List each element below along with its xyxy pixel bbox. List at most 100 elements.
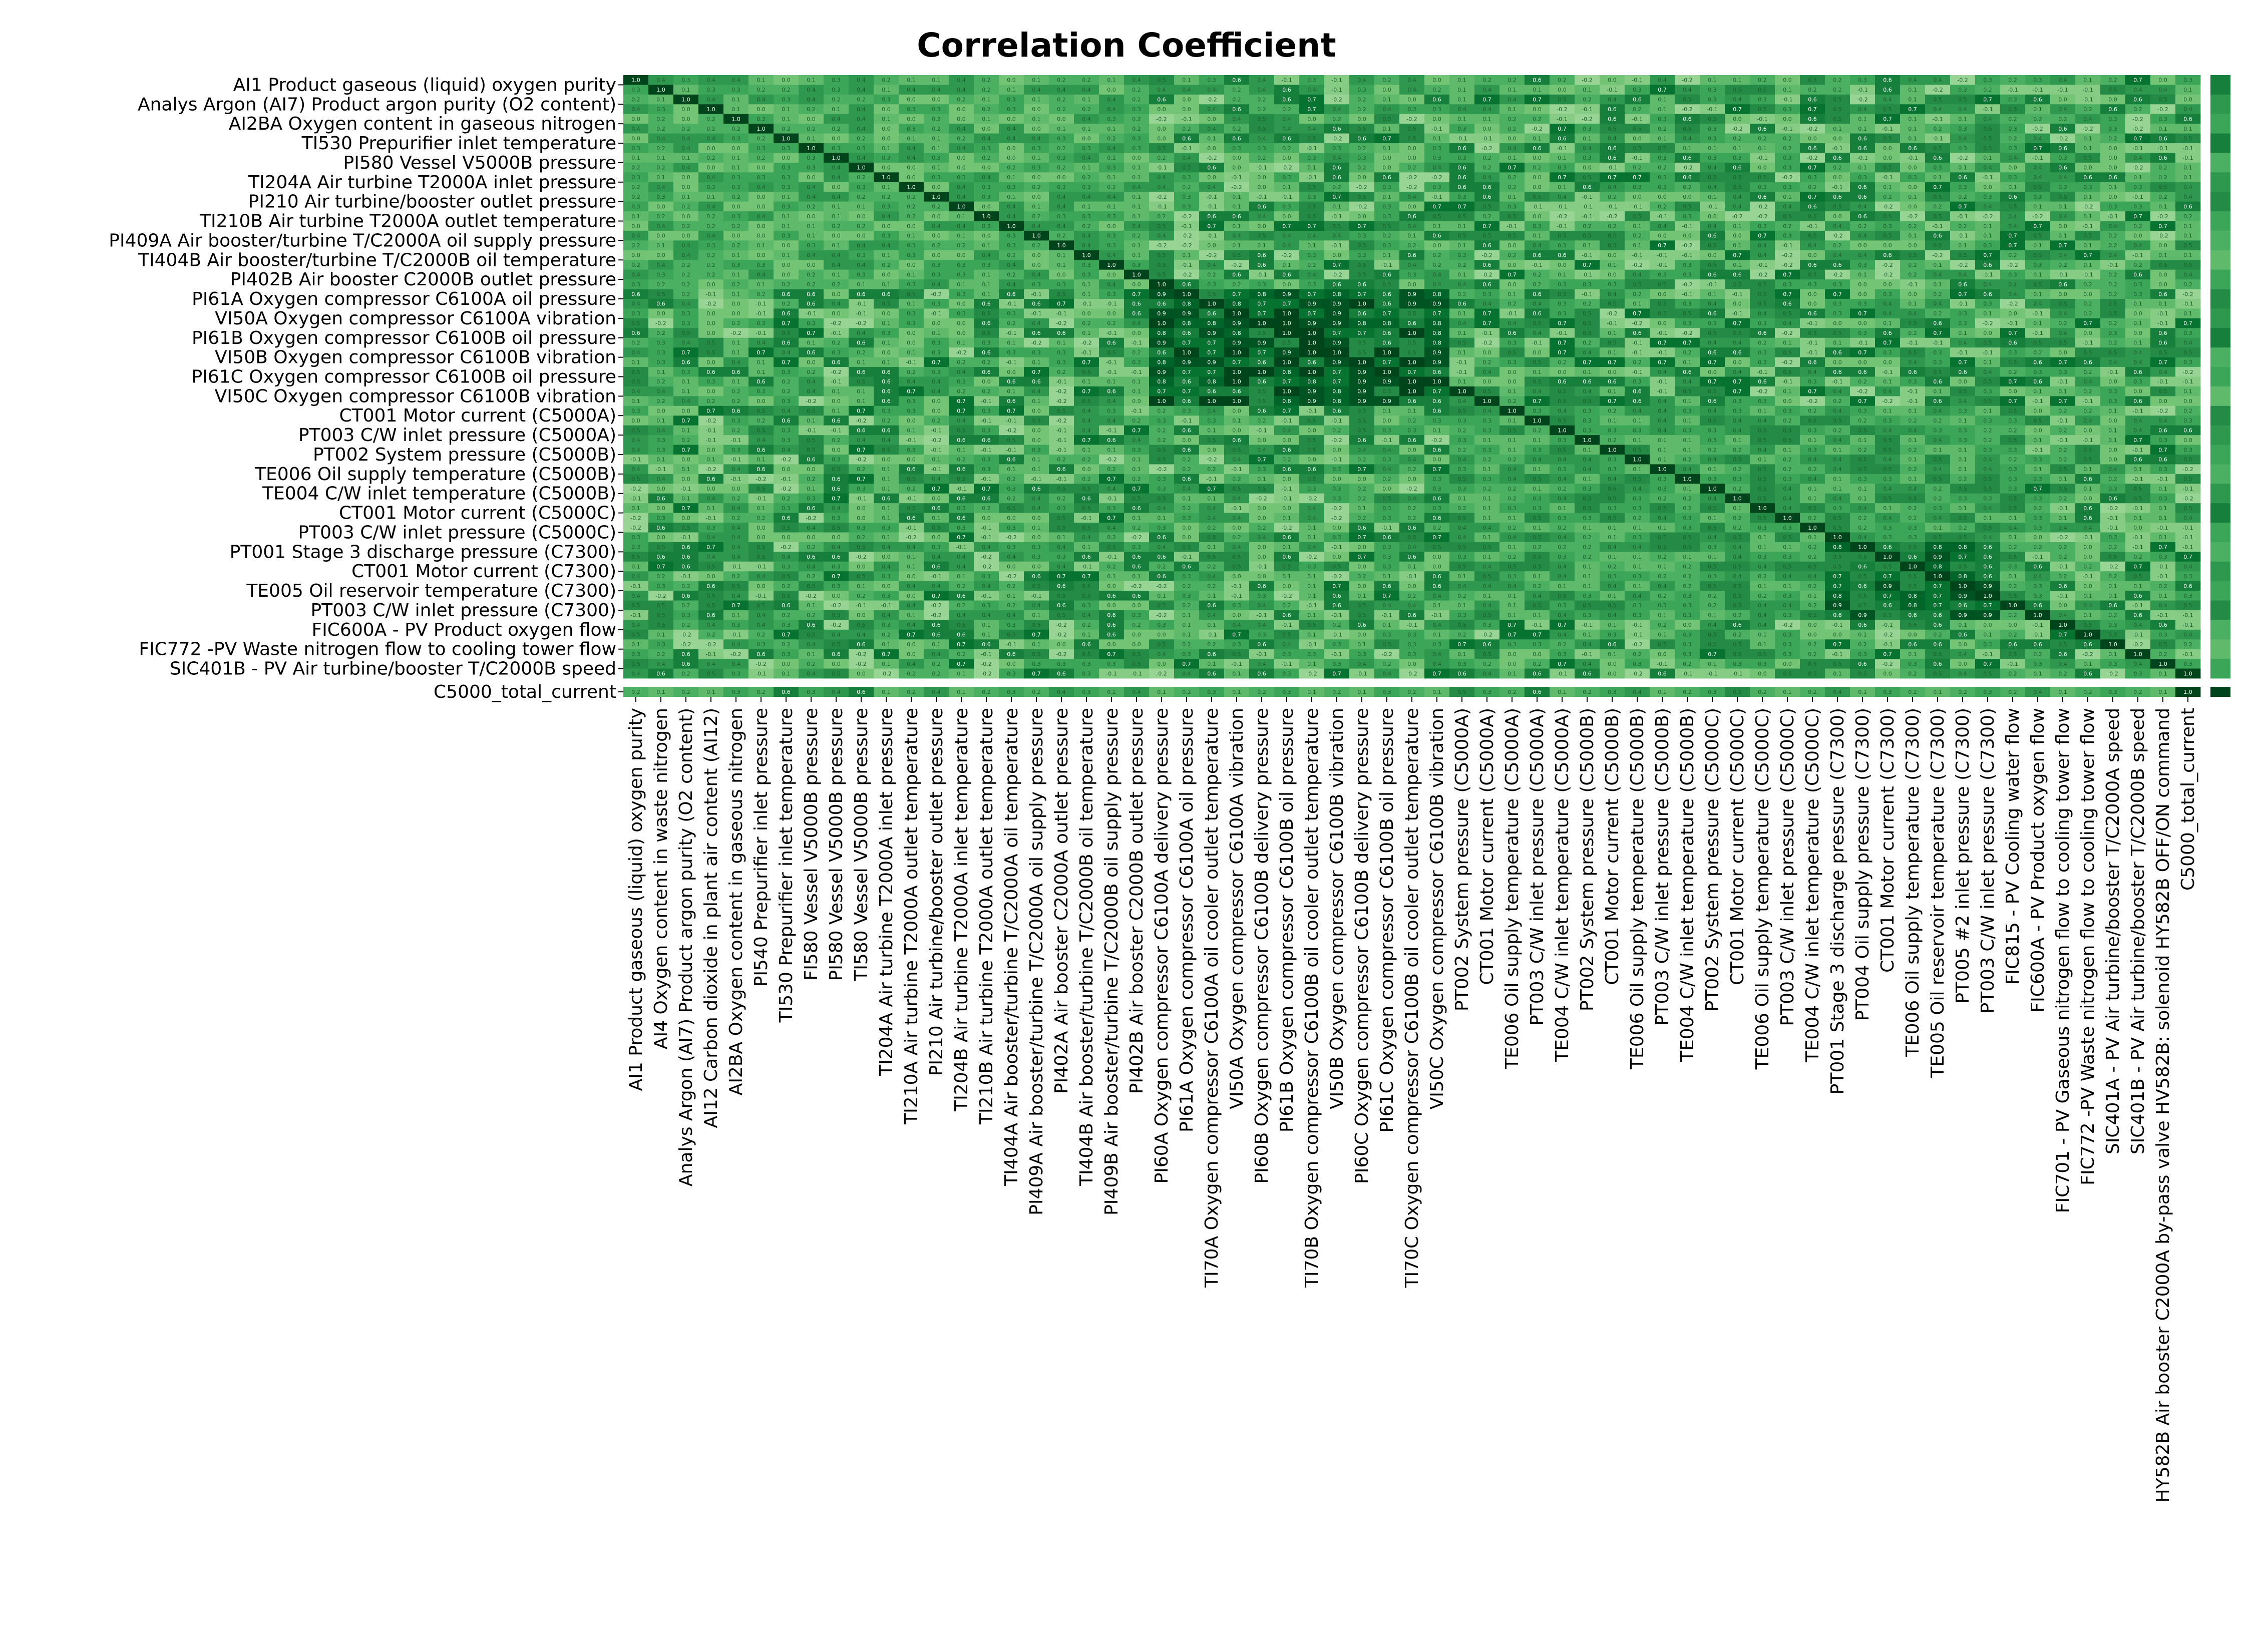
heatmap-cell-value: 0.5 bbox=[1357, 262, 1366, 268]
heatmap-cell-value: 0.0 bbox=[1733, 233, 1742, 239]
heatmap-cell-value: 0.5 bbox=[1558, 447, 1567, 453]
heatmap-cell bbox=[1399, 104, 1425, 115]
heatmap-cell-value: 0.3 bbox=[2133, 378, 2142, 385]
heatmap-cell-value: 0.3 bbox=[1282, 174, 1291, 181]
heatmap-cell-value: 0.4 bbox=[1257, 135, 1266, 142]
heatmap-cell-value: 0.0 bbox=[1508, 369, 1517, 375]
heatmap-cell-value: 0.7 bbox=[2058, 242, 2067, 249]
heatmap-cell-value: -0.1 bbox=[1481, 135, 1492, 142]
heatmap-cell-value: 0.4 bbox=[832, 116, 841, 122]
heatmap-cell-value: 0.0 bbox=[1057, 116, 1066, 122]
heatmap-cell-value: 0.3 bbox=[2033, 369, 2042, 375]
heatmap-cell-value: 1.0 bbox=[882, 174, 891, 181]
heatmap-cell-value: 0.6 bbox=[807, 457, 816, 463]
heatmap-cell bbox=[1525, 114, 1550, 124]
heatmap-cell-value: -0.1 bbox=[2082, 339, 2093, 346]
heatmap-cell-value: 0.2 bbox=[631, 262, 640, 268]
heatmap-cell-value: 0.3 bbox=[1958, 145, 1967, 152]
heatmap-cell-value: 0.5 bbox=[1833, 106, 1842, 113]
heatmap-cell-value: -0.1 bbox=[1932, 223, 1943, 229]
heatmap-cell-value: 0.3 bbox=[1007, 106, 1016, 113]
heatmap-cell bbox=[1925, 172, 1951, 183]
heatmap-cell-value: 0.2 bbox=[1533, 116, 1542, 122]
heatmap-cell-value: 0.6 bbox=[857, 339, 866, 346]
heatmap-cell-value: 0.3 bbox=[957, 262, 966, 268]
heatmap-cell-value: 0.5 bbox=[1257, 233, 1266, 239]
heatmap-cell-value: 0.6 bbox=[1683, 369, 1692, 375]
heatmap-cell-value: 0.4 bbox=[857, 116, 866, 122]
heatmap-cell-value: 0.1 bbox=[731, 252, 740, 259]
heatmap-cell-value: 0.6 bbox=[1858, 184, 1867, 191]
heatmap-cell-value: 0.6 bbox=[1833, 369, 1842, 375]
heatmap-cell-value: 0.2 bbox=[706, 262, 715, 268]
heatmap-cell-value: 0.7 bbox=[1658, 242, 1667, 249]
heatmap-cell-value: 0.0 bbox=[1007, 145, 1016, 152]
heatmap-cell-value: 0.7 bbox=[1482, 320, 1491, 327]
heatmap-cell bbox=[1024, 114, 1049, 124]
heatmap-cell-value: 0.3 bbox=[882, 408, 891, 415]
heatmap-cell-value: 0.1 bbox=[2108, 184, 2117, 191]
heatmap-cell bbox=[799, 94, 824, 105]
heatmap-cell-value: 0.5 bbox=[757, 408, 766, 415]
heatmap-cell-value: 0.3 bbox=[907, 281, 916, 288]
heatmap-cell-value: 0.0 bbox=[932, 184, 941, 191]
heatmap-cell-value: 0.1 bbox=[1733, 262, 1742, 268]
heatmap-cell-value: 0.7 bbox=[782, 320, 791, 327]
heatmap-cell bbox=[924, 104, 949, 115]
heatmap-cell-value: 0.0 bbox=[1282, 281, 1291, 288]
heatmap-cell-value: 0.2 bbox=[1883, 194, 1892, 200]
heatmap-cell-value: -0.2 bbox=[1356, 184, 1367, 191]
heatmap-cell-value: 0.1 bbox=[1708, 291, 1717, 297]
heatmap-cell-value: 0.2 bbox=[882, 194, 891, 200]
heatmap-cell-value: 0.0 bbox=[1157, 106, 1166, 113]
heatmap-cell bbox=[1625, 162, 1650, 173]
heatmap-cell-value: 0.1 bbox=[907, 271, 916, 278]
heatmap-cell-value: 0.3 bbox=[782, 369, 791, 375]
heatmap-cell-value: 0.5 bbox=[2058, 194, 2067, 200]
heatmap-cell-value: 0.5 bbox=[1833, 418, 1842, 424]
heatmap-cell-value: 0.6 bbox=[1958, 174, 1967, 181]
heatmap-cell-value: 0.1 bbox=[1508, 87, 1517, 93]
heatmap-cell-value: 0.1 bbox=[2133, 174, 2142, 181]
heatmap-cell-value: 0.5 bbox=[1783, 427, 1792, 434]
heatmap-cell bbox=[1249, 162, 1275, 173]
heatmap-cell bbox=[648, 133, 674, 144]
heatmap-cell-value: -0.2 bbox=[1181, 271, 1192, 278]
heatmap-cell-value: 0.6 bbox=[1733, 271, 1742, 278]
heatmap-cell-value: 0.0 bbox=[982, 203, 991, 210]
heatmap-cell bbox=[899, 172, 924, 183]
heatmap-cell bbox=[2000, 94, 2026, 105]
heatmap-cell-value: 0.4 bbox=[1958, 135, 1967, 142]
heatmap-cell bbox=[1975, 143, 2001, 153]
heatmap-cell-value: 0.2 bbox=[1357, 145, 1366, 152]
heatmap-cell-value: 0.0 bbox=[1032, 106, 1041, 113]
heatmap-cell-value: -0.2 bbox=[2007, 301, 2018, 307]
heatmap-cell-value: -0.2 bbox=[1181, 242, 1192, 249]
heatmap-cell bbox=[748, 85, 774, 95]
heatmap-cell-value: 0.3 bbox=[1583, 281, 1592, 288]
heatmap-cell-value: -0.2 bbox=[781, 457, 791, 463]
heatmap-cell-value: 0.2 bbox=[1533, 427, 1542, 434]
heatmap-cell-value: 0.8 bbox=[1157, 359, 1166, 365]
heatmap-cell bbox=[1499, 162, 1525, 173]
heatmap-cell-value: 0.2 bbox=[982, 77, 991, 84]
heatmap-cell-value: 0.0 bbox=[1282, 437, 1291, 444]
heatmap-cell-value: 0.1 bbox=[1633, 437, 1642, 444]
heatmap-cell-value: 0.3 bbox=[1032, 349, 1041, 356]
heatmap-cell-value: 0.1 bbox=[1482, 437, 1491, 444]
heatmap-cell-value: 0.3 bbox=[1758, 184, 1767, 191]
heatmap-cell bbox=[1249, 182, 1275, 192]
heatmap-cell-value: 0.1 bbox=[1032, 155, 1041, 161]
heatmap-cell-value: 0.4 bbox=[2133, 359, 2142, 365]
heatmap-cell bbox=[1249, 172, 1275, 183]
heatmap-cell-value: 0.3 bbox=[1007, 233, 1016, 239]
heatmap-cell bbox=[924, 162, 949, 173]
heatmap-cell-value: 0.4 bbox=[1583, 388, 1592, 395]
heatmap-cell-value: 0.5 bbox=[1608, 233, 1617, 239]
heatmap-cell-value: 0.5 bbox=[2108, 310, 2117, 317]
heatmap-cell-value: 0.2 bbox=[656, 116, 665, 122]
heatmap-cell-value: 0.1 bbox=[2083, 213, 2092, 220]
heatmap-cell-value: 0.7 bbox=[1182, 388, 1191, 395]
heatmap-cell-value: 0.4 bbox=[1232, 233, 1241, 239]
heatmap-cell-value: 0.6 bbox=[1257, 408, 1266, 415]
